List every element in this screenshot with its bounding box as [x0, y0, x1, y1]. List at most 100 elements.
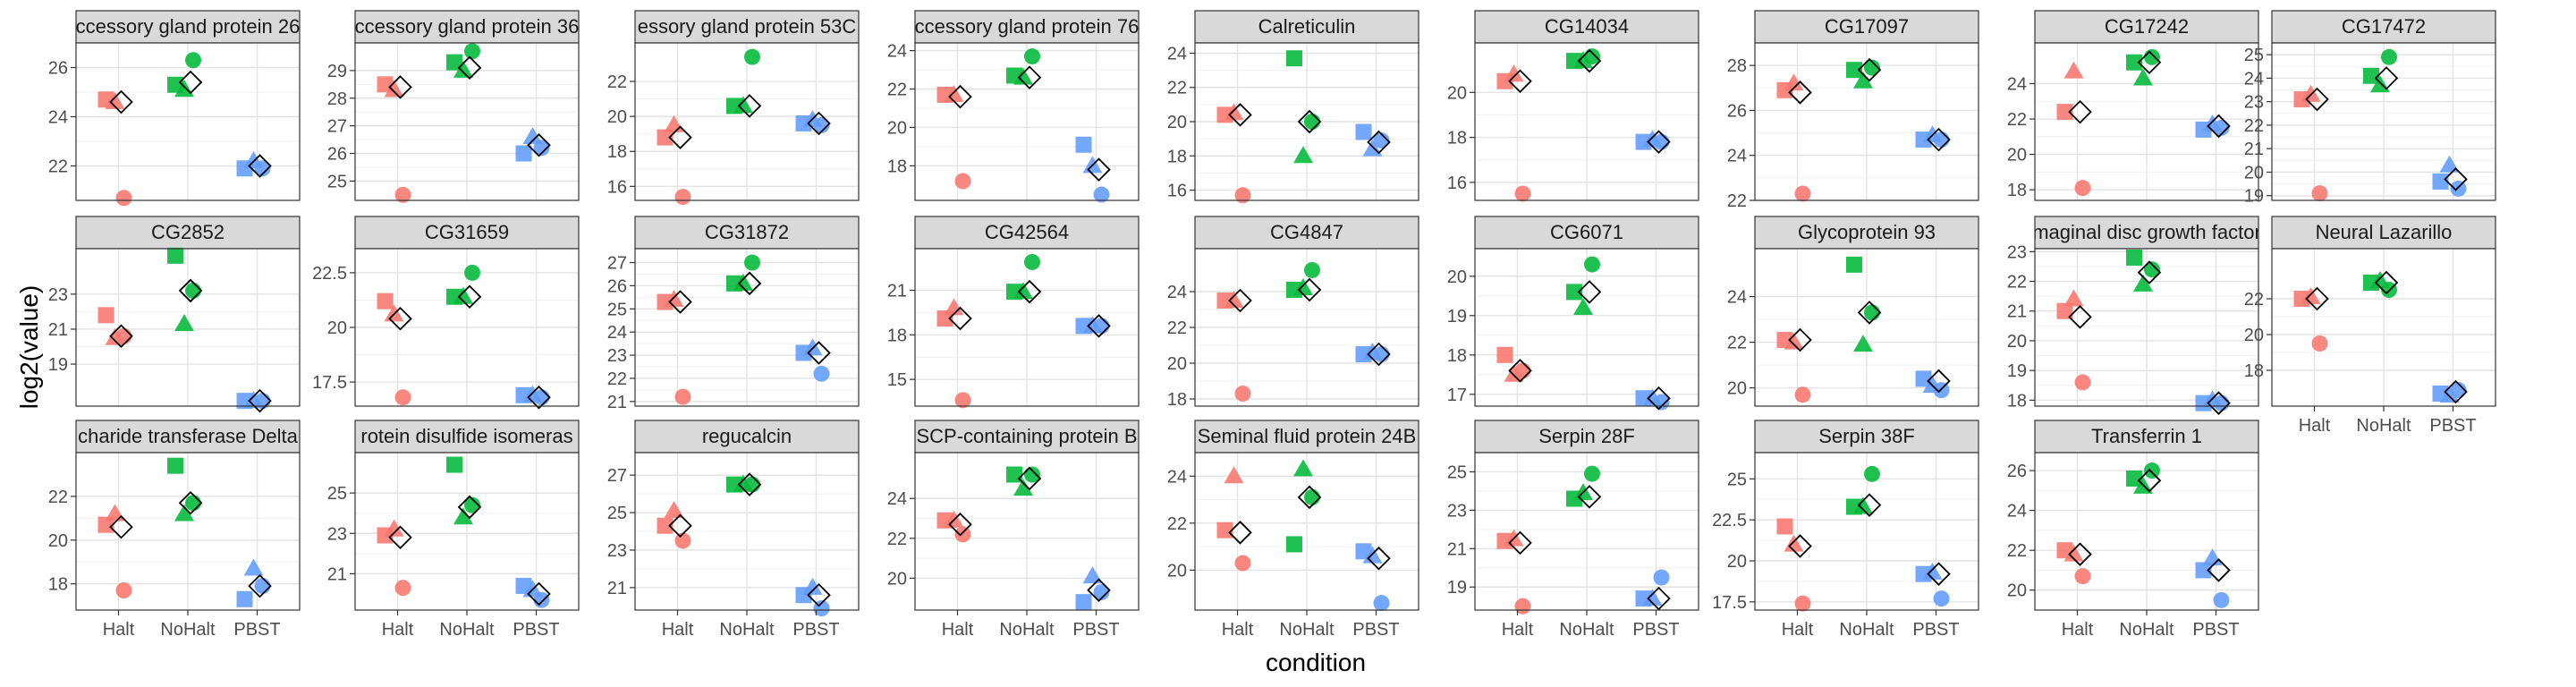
y-tick-label: 17	[1447, 386, 1467, 405]
data-point-circle	[674, 189, 691, 206]
mean-diamond	[457, 55, 482, 81]
data-point-triangle	[1853, 335, 1873, 352]
data-point-circle	[1024, 48, 1040, 65]
y-tick-label: 23	[327, 524, 347, 544]
mean-diamond	[388, 75, 412, 99]
data-point-circle	[1024, 253, 1040, 270]
data-point-triangle	[733, 96, 753, 114]
mean-diamond	[2068, 542, 2092, 566]
mean-diamond	[2444, 167, 2468, 191]
y-tick-label: 22.5	[312, 264, 347, 284]
data-point-circle	[1864, 465, 1880, 482]
mean-diamond	[178, 278, 203, 303]
facet-panel: maginal disc growth factor 18 19 20 21 22 23	[2007, 216, 2259, 415]
panel-border	[75, 42, 301, 201]
data-point-circle	[464, 43, 480, 60]
data-point-square	[1846, 256, 1862, 273]
data-point-circle	[1373, 132, 1390, 149]
y-tick-label: 24	[887, 489, 907, 509]
x-tick-label: Halt	[1502, 620, 1534, 640]
data-point-circle	[533, 389, 550, 406]
mean-diamond	[178, 70, 203, 95]
data-point-triangle	[1573, 298, 1593, 315]
mean-diamond	[807, 582, 831, 607]
x-tick-label: PBST	[1352, 620, 1399, 640]
data-point-square	[446, 54, 462, 71]
mean-diamond	[1228, 103, 1252, 127]
data-point-circle	[533, 140, 550, 157]
data-point-triangle	[1293, 278, 1313, 295]
data-point-triangle	[2301, 287, 2321, 304]
y-tick-label: 22	[48, 157, 68, 177]
x-tick-label: NoHalt	[1279, 620, 1335, 640]
y-tick-label: 22	[887, 81, 907, 100]
x-tick-label: Halt	[103, 620, 135, 640]
data-point-square	[236, 590, 253, 607]
data-point-square	[1915, 370, 1932, 387]
facet-title: essory gland protein 53C	[638, 15, 857, 38]
mean-diamond	[2305, 87, 2329, 112]
data-point-circle	[1864, 304, 1880, 321]
data-point-square	[1566, 284, 1582, 301]
mean-diamond	[2305, 286, 2329, 311]
mean-diamond	[1017, 279, 1042, 304]
y-tick-label: 25	[327, 172, 347, 191]
mean-diamond	[109, 324, 133, 349]
data-point-triangle	[384, 304, 404, 322]
y-tick-label: 20	[2007, 332, 2027, 352]
data-point-triangle	[453, 60, 473, 78]
y-tick-label: 20	[1447, 267, 1467, 287]
data-point-circle	[464, 264, 480, 281]
data-point-circle	[1373, 595, 1390, 612]
data-point-circle	[1584, 48, 1600, 65]
data-point-circle	[1794, 185, 1811, 202]
data-point-square	[1216, 522, 1233, 539]
y-tick-label: 20	[48, 531, 68, 551]
y-tick-label: 19	[2007, 361, 2027, 381]
y-tick-label: 21	[2244, 140, 2264, 159]
mean-diamond	[1927, 127, 1951, 152]
data-point-circle	[1234, 555, 1251, 572]
data-point-circle	[1234, 386, 1251, 402]
data-point-circle	[1514, 185, 1531, 202]
data-point-square	[1286, 536, 1302, 553]
facet-panels: ccessory gland protein 26222426ccessory …	[48, 10, 2496, 616]
panel-border	[1754, 42, 1979, 201]
y-tick-label: 16	[1447, 174, 1467, 193]
data-point-square	[515, 145, 532, 162]
data-point-circle	[744, 48, 760, 65]
data-point-circle	[115, 582, 132, 598]
facet-title: CG17472	[2342, 15, 2426, 38]
y-tick-label: 16	[1167, 182, 1187, 201]
x-tick-label: Halt	[2062, 620, 2094, 640]
data-point-triangle	[1224, 103, 1244, 121]
x-tick-label: Halt	[942, 620, 974, 640]
facet-title: ccessory gland protein 76	[915, 15, 1140, 38]
panel-border	[1474, 248, 1699, 407]
y-tick-label: 18	[1447, 129, 1467, 148]
y-tick-label: 24	[1727, 147, 1747, 166]
data-point-circle	[185, 282, 201, 299]
data-point-circle	[674, 388, 691, 405]
data-point-triangle	[384, 80, 404, 98]
y-tick-label: 22	[2007, 273, 2027, 293]
data-point-circle	[2144, 261, 2160, 278]
y-tick-label: 20	[1727, 379, 1747, 399]
data-point-triangle	[944, 298, 964, 316]
data-point-circle	[464, 496, 480, 513]
y-tick-label: 21	[607, 579, 627, 598]
mean-diamond	[807, 111, 831, 136]
mean-diamond	[1647, 386, 1671, 411]
data-point-triangle	[1013, 479, 1033, 496]
mean-diamond	[737, 94, 762, 118]
data-point-circle	[1093, 583, 1110, 600]
y-tick-label: 26	[327, 145, 347, 165]
mean-diamond	[248, 388, 272, 413]
y-tick-label: 25	[2244, 46, 2264, 65]
x-tick-label: NoHalt	[719, 620, 775, 640]
mean-diamond	[1508, 359, 1532, 383]
mean-diamond	[109, 514, 133, 539]
y-tick-label: 24	[607, 323, 627, 343]
data-point-triangle	[174, 314, 194, 332]
panel-border	[1474, 42, 1699, 201]
